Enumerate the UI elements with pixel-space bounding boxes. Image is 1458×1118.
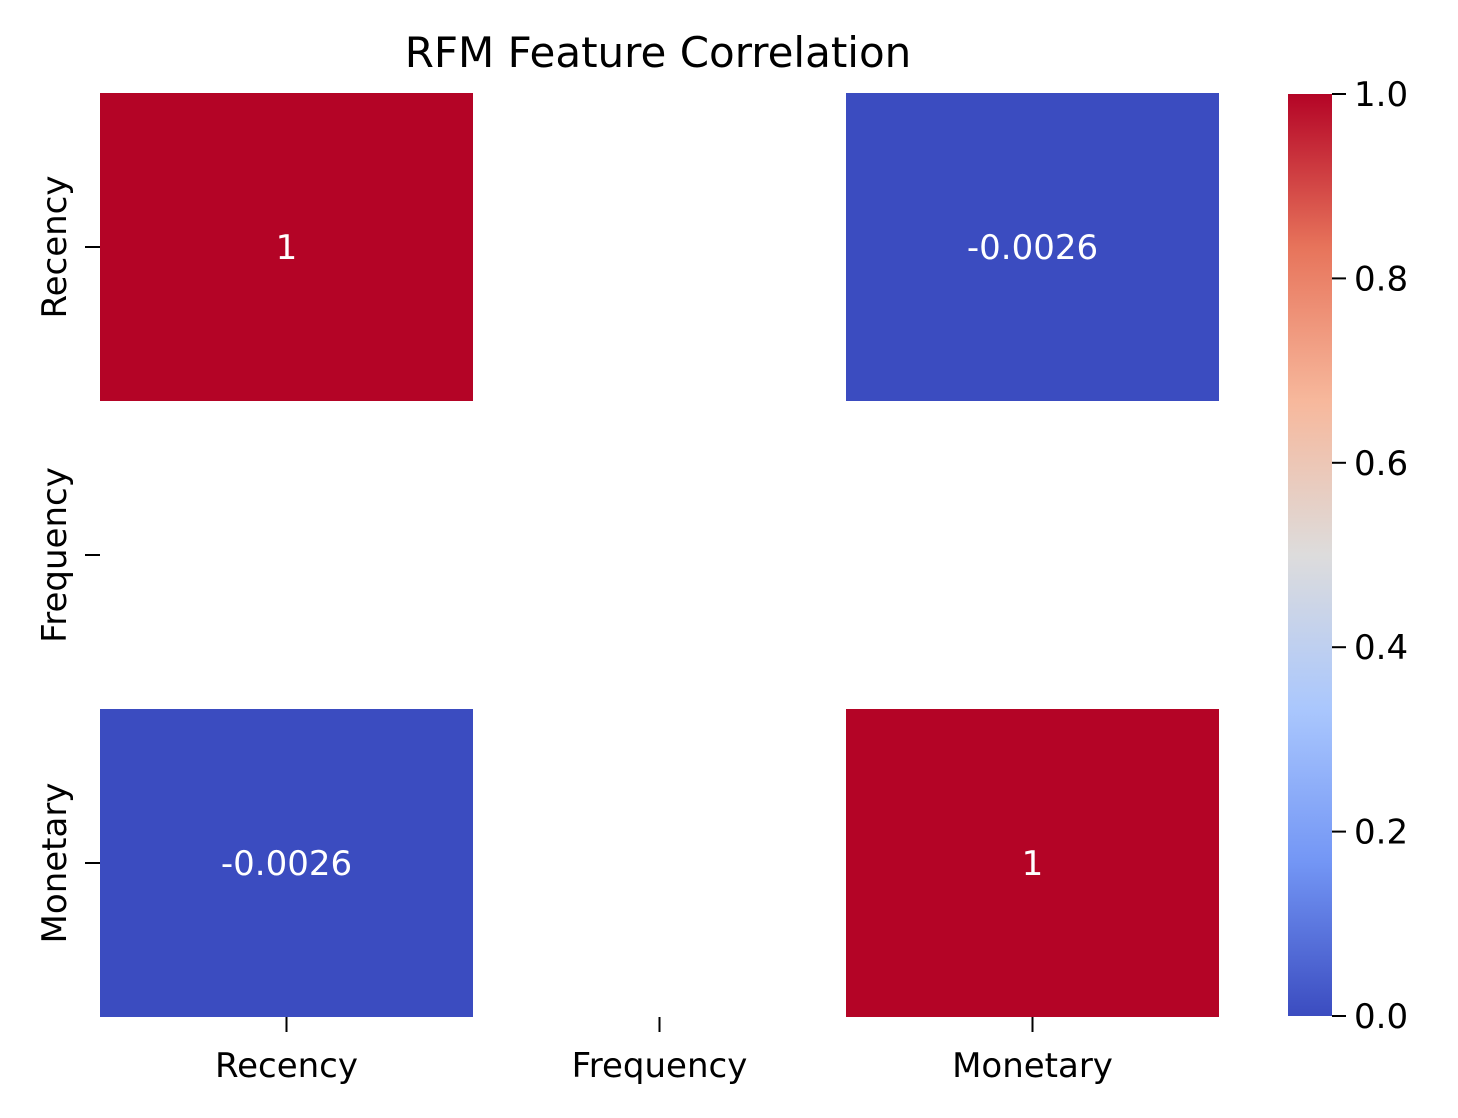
x-tick-label: Recency bbox=[215, 1046, 358, 1086]
x-tick-label: Frequency bbox=[572, 1046, 748, 1086]
colorbar-tick-label: 0.0 bbox=[1354, 997, 1408, 1037]
y-tick-label: Monetary bbox=[35, 783, 75, 944]
colorbar-tick-label: 1.0 bbox=[1354, 75, 1408, 115]
y-tick-label: Frequency bbox=[35, 467, 75, 643]
heatmap-cell-2-2 bbox=[846, 709, 1219, 1017]
y-axis: Recency Frequency Monetary bbox=[35, 176, 100, 944]
cell-label-0-2: -0.0026 bbox=[967, 228, 1098, 268]
cell-label-2-2: 1 bbox=[1022, 844, 1044, 884]
heatmap-cells: 1 -0.0026 -0.0026 1 bbox=[100, 93, 1219, 1017]
colorbar-tick-label: 0.8 bbox=[1354, 259, 1408, 299]
colorbar-ticks: 0.0 0.2 0.4 0.6 0.8 1.0 bbox=[1332, 75, 1408, 1037]
colorbar: 0.0 0.2 0.4 0.6 0.8 1.0 bbox=[1288, 75, 1408, 1037]
chart-title: RFM Feature Correlation bbox=[405, 28, 912, 77]
heatmap-cell-0-2 bbox=[846, 93, 1219, 401]
x-tick-label: Monetary bbox=[952, 1046, 1113, 1086]
y-tick-label: Recency bbox=[35, 176, 75, 319]
heatmap-cell-0-0 bbox=[100, 93, 473, 401]
colorbar-tick-label: 0.4 bbox=[1354, 628, 1408, 668]
heatmap-cell-2-0 bbox=[100, 709, 473, 1017]
cell-label-2-0: -0.0026 bbox=[221, 844, 352, 884]
colorbar-tick-label: 0.6 bbox=[1354, 444, 1408, 484]
colorbar-gradient bbox=[1288, 94, 1332, 1016]
colorbar-tick-label: 0.2 bbox=[1354, 813, 1408, 853]
cell-label-0-0: 1 bbox=[276, 228, 298, 268]
x-axis: Recency Frequency Monetary bbox=[215, 1017, 1113, 1086]
